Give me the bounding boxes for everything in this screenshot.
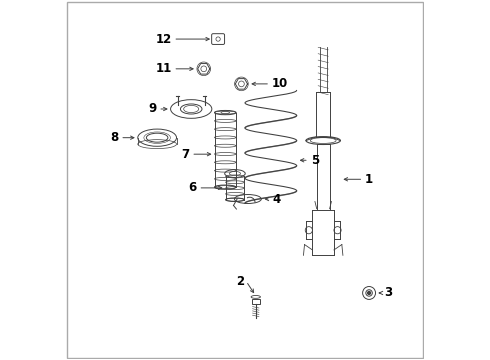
Text: 8: 8 — [110, 131, 119, 144]
Text: 2: 2 — [236, 275, 245, 288]
Text: 11: 11 — [155, 62, 172, 75]
Circle shape — [368, 292, 370, 294]
Text: 7: 7 — [181, 148, 190, 161]
Text: 10: 10 — [272, 77, 288, 90]
Text: 9: 9 — [148, 103, 156, 116]
Text: 3: 3 — [385, 287, 392, 300]
Text: 4: 4 — [272, 193, 281, 206]
Text: 5: 5 — [311, 154, 319, 167]
Text: 6: 6 — [188, 181, 196, 194]
Text: 1: 1 — [365, 173, 373, 186]
Bar — [252, 299, 260, 304]
Text: 12: 12 — [155, 32, 172, 46]
